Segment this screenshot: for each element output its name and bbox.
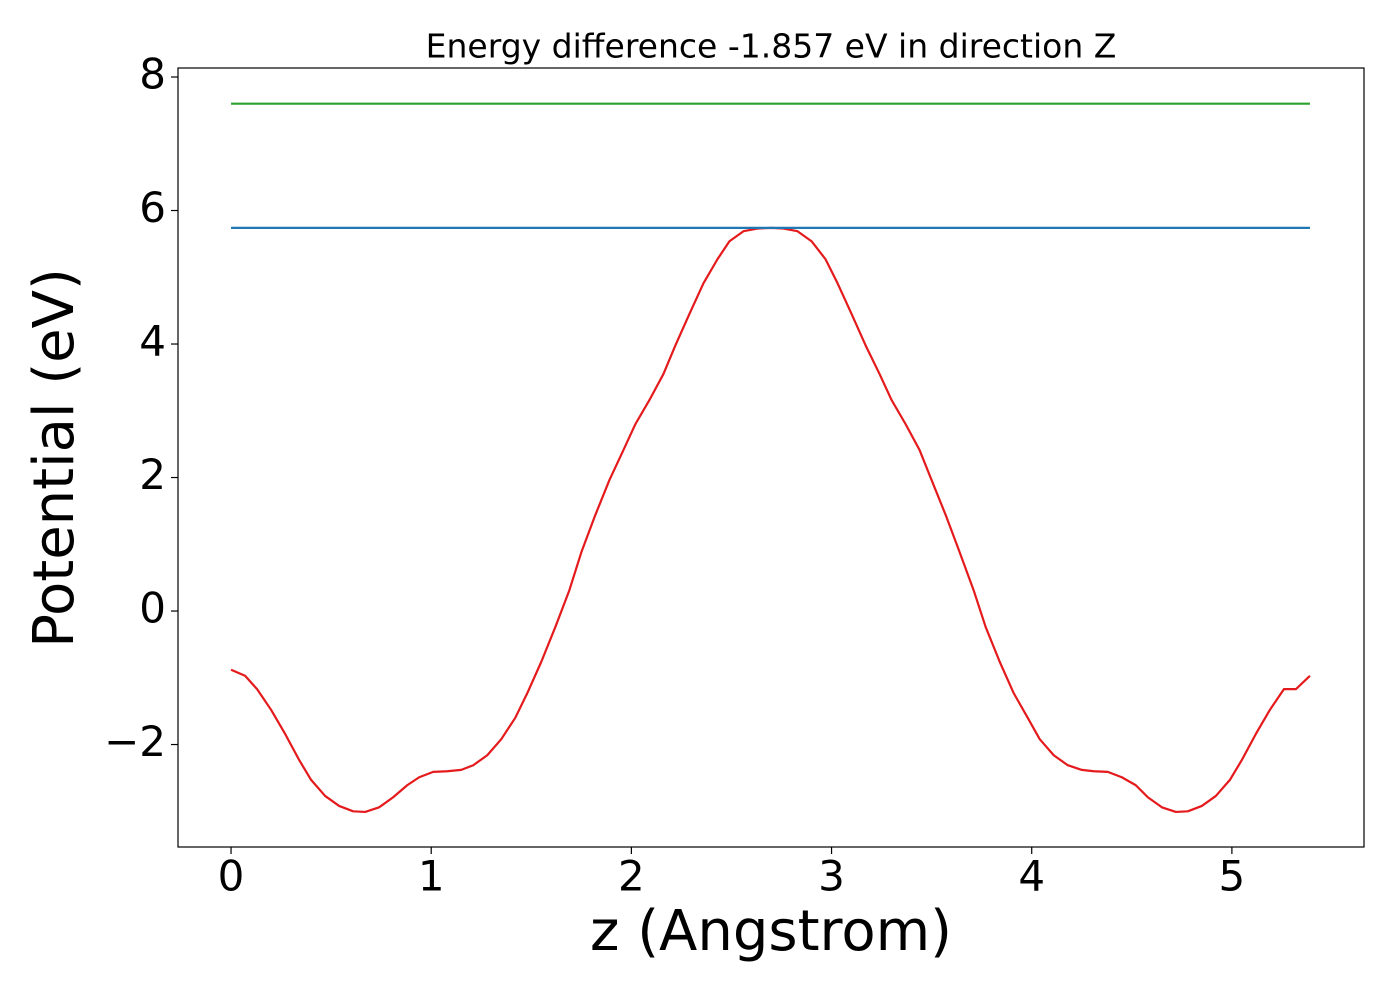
x-tick-label: 2 — [618, 852, 645, 901]
x-tick-label: 4 — [1018, 852, 1045, 901]
y-tick-label: 6 — [139, 183, 166, 232]
x-tick-label: 1 — [418, 852, 445, 901]
x-axis-label: z (Angstrom) — [590, 899, 952, 964]
y-tick-label: 2 — [139, 450, 166, 499]
y-tick-label: 0 — [139, 584, 166, 633]
chart-title: Energy difference -1.857 eV in direction… — [426, 27, 1117, 66]
y-axis-label: Potential (eV) — [22, 268, 87, 648]
x-tick-label: 3 — [818, 852, 845, 901]
x-tick-label: 5 — [1219, 852, 1246, 901]
y-tick-label: −2 — [104, 717, 166, 766]
plot-frame — [177, 67, 1365, 848]
y-tick-label: 4 — [139, 317, 166, 366]
y-tick-label: 8 — [139, 50, 166, 99]
x-tick-label: 0 — [218, 852, 245, 901]
